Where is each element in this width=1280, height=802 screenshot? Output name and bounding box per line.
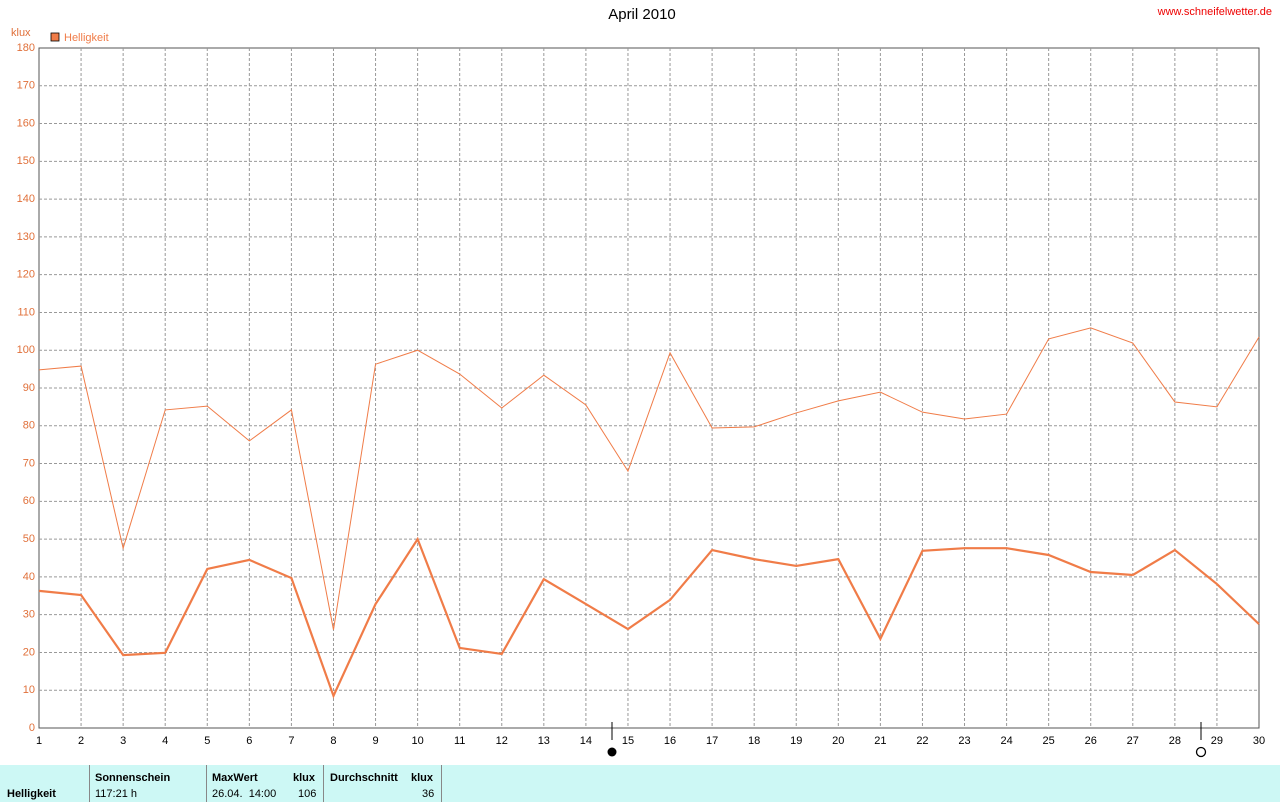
y-axis-label: klux (11, 27, 31, 39)
y-tick-label: 100 (17, 344, 35, 356)
x-tick-label: 28 (1169, 735, 1181, 747)
y-tick-label: 60 (23, 495, 35, 507)
cell: 117:21 h (95, 788, 138, 800)
x-tick-label: 26 (1085, 735, 1097, 747)
y-tick-label: 30 (23, 609, 35, 621)
x-tick-label: 3 (120, 735, 126, 747)
separator (323, 765, 324, 802)
x-tick-label: 19 (790, 735, 802, 747)
y-tick-label: 90 (23, 382, 35, 394)
full-moon (1195, 746, 1207, 758)
x-tick-label: 18 (748, 735, 760, 747)
y-tick-label: 40 (23, 571, 35, 583)
x-tick-label: 14 (580, 735, 592, 747)
legend-label: Helligkeit (64, 32, 109, 44)
cell: 36 (422, 788, 435, 800)
x-tick-label: 15 (622, 735, 634, 747)
x-tick-label: 2 (78, 735, 84, 747)
y-tick-label: 170 (17, 80, 35, 92)
y-tick-label: 150 (17, 155, 35, 167)
separator (206, 765, 207, 802)
header: Sonnenschein (95, 772, 171, 784)
x-tick-label: 1 (36, 735, 42, 747)
x-tick-label: 12 (496, 735, 508, 747)
y-tick-label: 50 (23, 533, 35, 545)
x-tick-label: 6 (246, 735, 252, 747)
separator (441, 765, 442, 802)
legend-swatch (50, 32, 60, 42)
x-tick-label: 29 (1211, 735, 1223, 747)
x-tick-label: 25 (1043, 735, 1055, 747)
source: www.schneifelwetter.de (1157, 6, 1272, 18)
x-tick-label: 20 (832, 735, 844, 747)
x-tick-label: 5 (204, 735, 210, 747)
chart-title: April 2010 (608, 6, 676, 23)
x-tick-label: 21 (874, 735, 886, 747)
data-line (38, 327, 1260, 630)
x-tick-label: 4 (162, 735, 168, 747)
x-tick-label: 7 (288, 735, 294, 747)
x-tick-label: 9 (372, 735, 378, 747)
cell: 106 (298, 788, 317, 800)
x-tick-label: 27 (1127, 735, 1139, 747)
y-tick-label: 140 (17, 193, 35, 205)
y-tick-label: 80 (23, 420, 35, 432)
data-line (38, 536, 1260, 699)
x-tick-label: 17 (706, 735, 718, 747)
x-tick-label: 13 (538, 735, 550, 747)
chart: April 2010 www.schneifelwetter.de klux 0… (11, 6, 1272, 758)
y-tick-label: 10 (23, 684, 35, 696)
y-tick-label: 20 (23, 646, 35, 658)
header: klux (411, 772, 434, 784)
header: klux (293, 772, 316, 784)
y-tick-label: 0 (29, 722, 35, 734)
y-tick-label: 180 (17, 42, 35, 54)
row-label: Helligkeit (7, 788, 56, 800)
x-tick-label: 30 (1253, 735, 1265, 747)
x-tick-label: 24 (1000, 735, 1012, 747)
summary-table: Helligkeit Sonnenschein 117:21 h MaxWert… (0, 765, 1280, 802)
separator (89, 765, 90, 802)
y-tick-label: 130 (17, 231, 35, 243)
x-tick-label: 8 (330, 735, 336, 747)
y-tick-label: 110 (17, 306, 35, 318)
new-moon (607, 747, 617, 757)
x-tick-label: 16 (664, 735, 676, 747)
header: MaxWert (212, 772, 258, 784)
header: Durchschnitt (330, 772, 398, 784)
x-tick-label: 10 (411, 735, 423, 747)
y-tick-label: 160 (17, 117, 35, 129)
x-tick-label: 23 (958, 735, 970, 747)
y-tick-label: 70 (23, 457, 35, 469)
cell: 26.04. 14:00 (212, 788, 277, 800)
y-tick-label: 120 (17, 269, 35, 281)
x-tick-label: 22 (916, 735, 928, 747)
x-tick-label: 11 (454, 735, 465, 747)
